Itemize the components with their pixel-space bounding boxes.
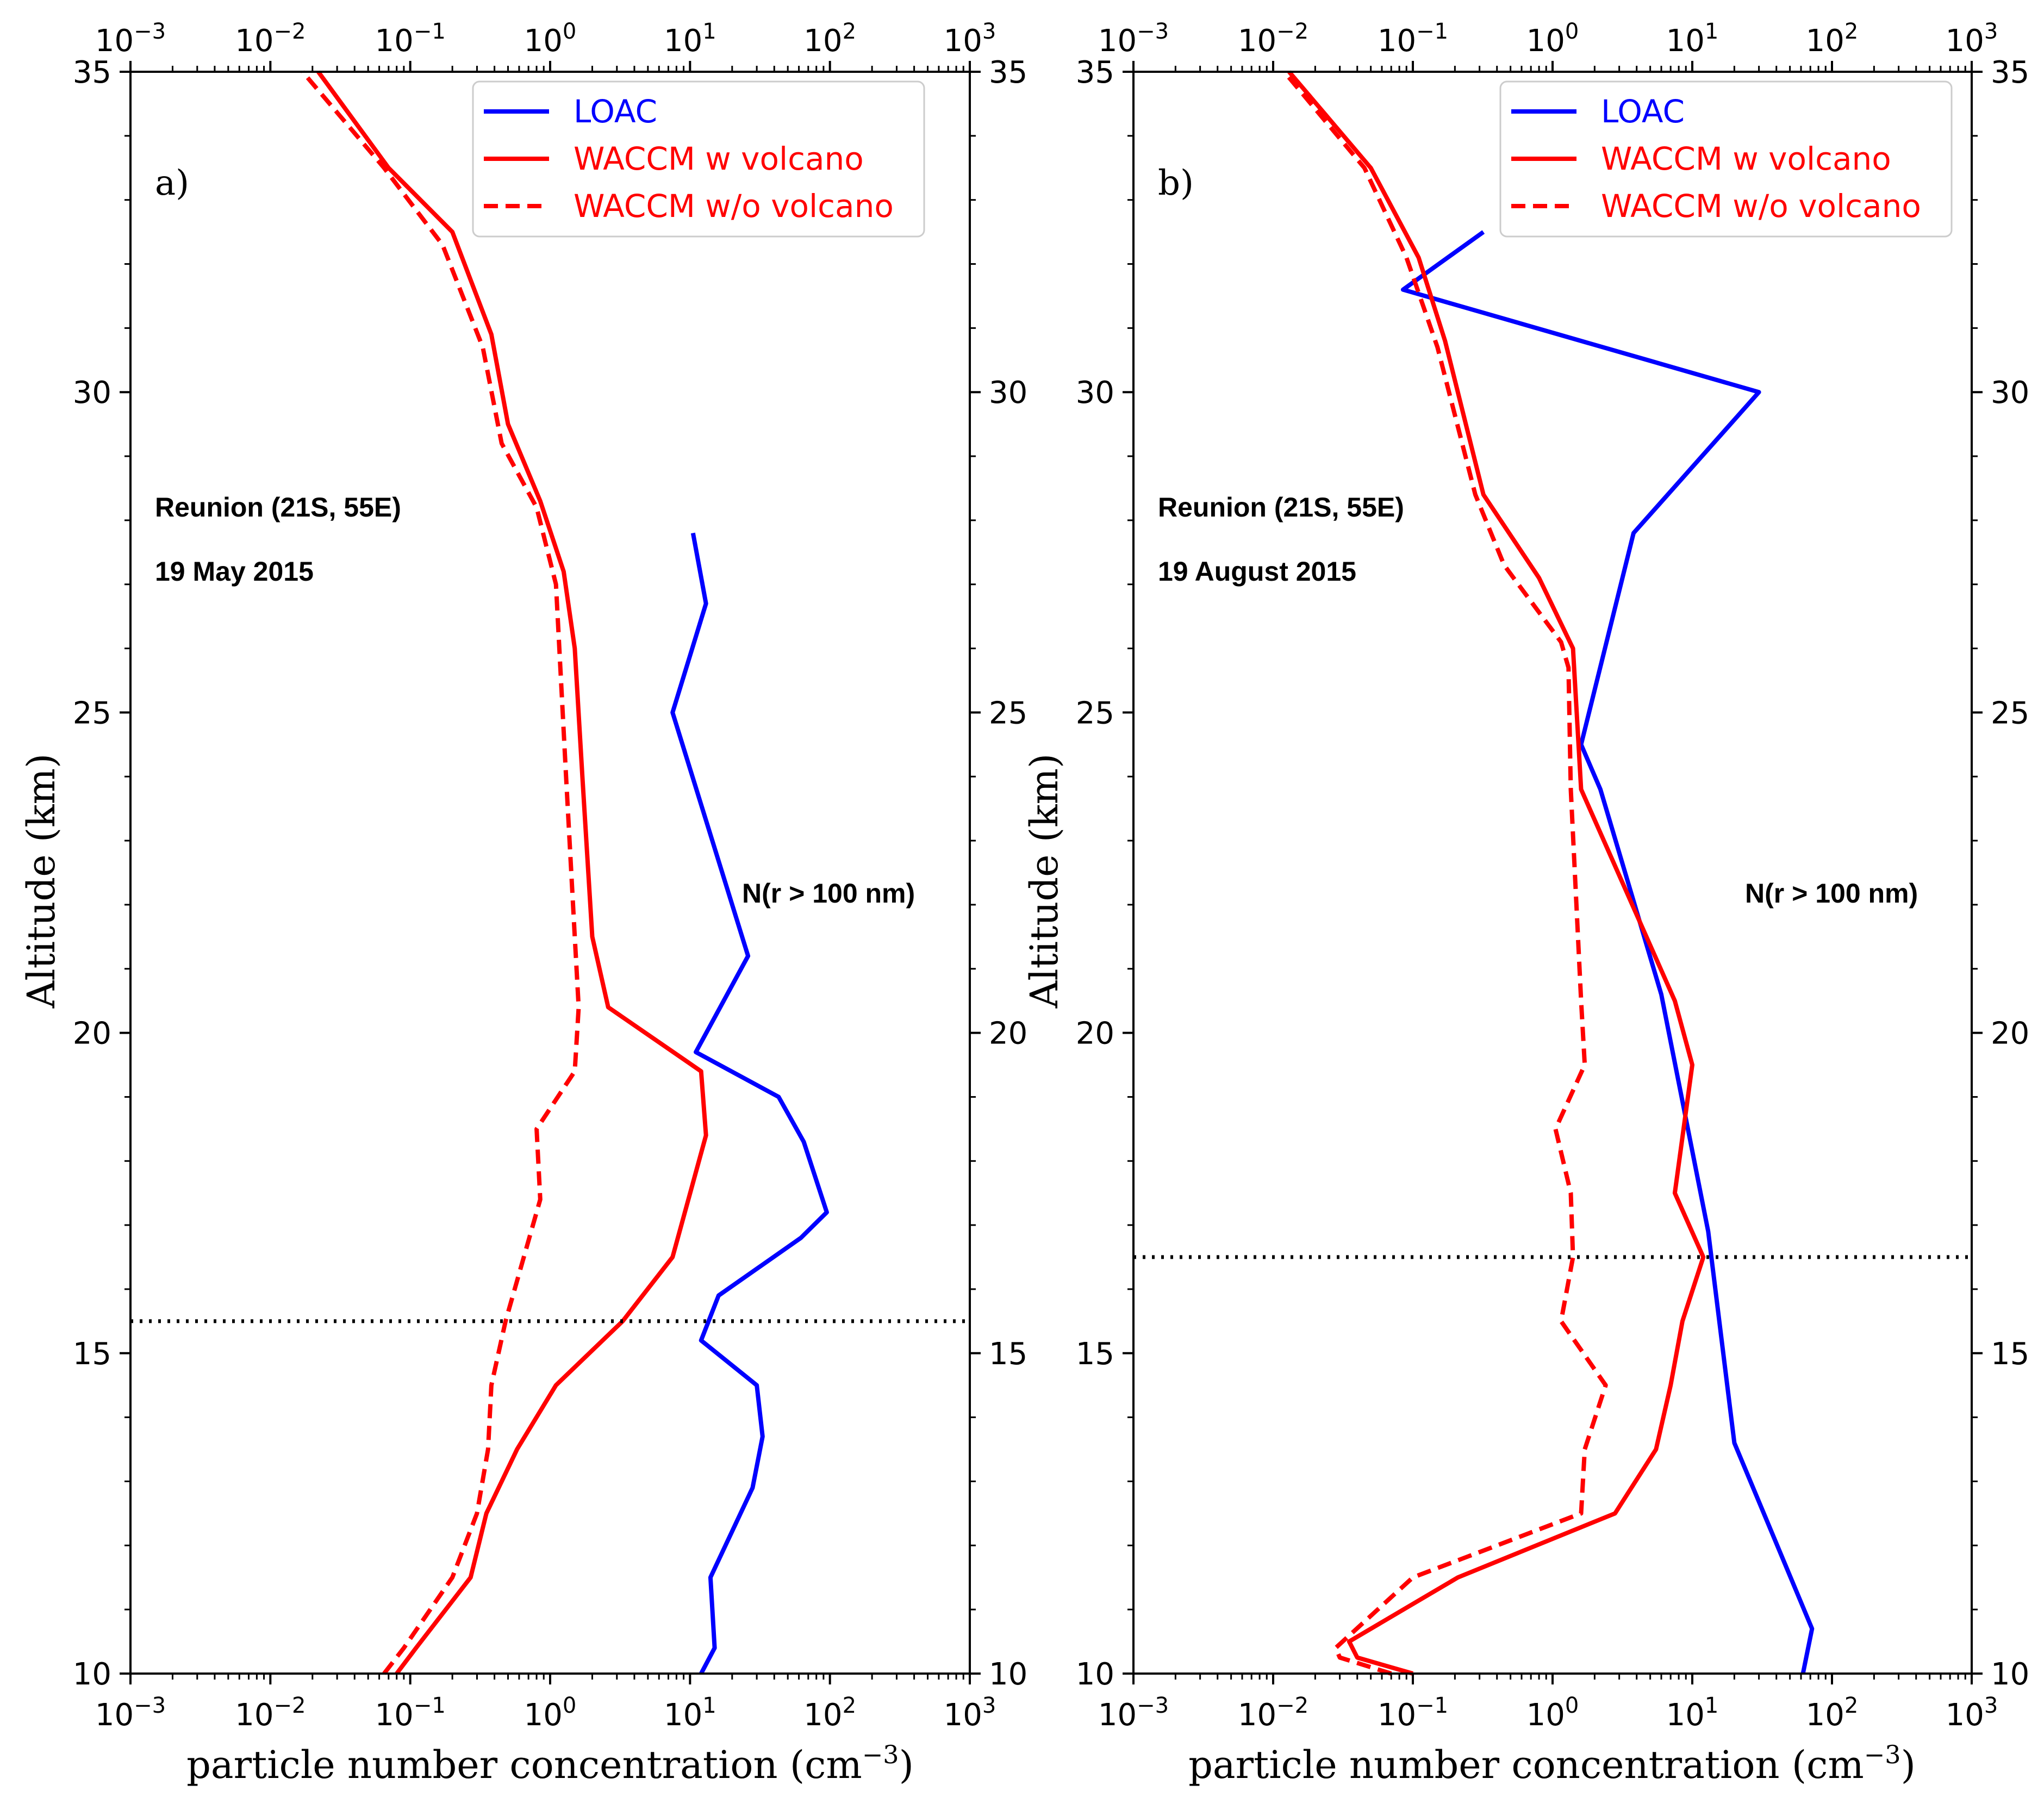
panel-b-ytick-label-left: 20 — [1076, 1016, 1114, 1052]
panel-b-xlabel-close: ) — [1901, 1743, 1916, 1787]
panel-a-legend-waccm-volcano-label: WACCM w volcano — [574, 140, 864, 177]
panel-a-xtick-label-top: 10−2 — [235, 19, 306, 59]
panel-b-legend — [1499, 80, 1953, 238]
panel-b-ytick-label-right: 25 — [1991, 695, 2029, 731]
panel-a-ytick-label-right: 30 — [989, 375, 1027, 411]
panel-a-ytick-label-left: 35 — [73, 55, 111, 90]
panel-a-ytick-label-right: 25 — [989, 695, 1027, 731]
panel-a-xtick-label-top: 100 — [524, 19, 577, 59]
panel-a-series-waccm-w-volcano — [316, 70, 708, 1675]
panel-b-xtick-label-top: 103 — [1946, 19, 1998, 59]
panel-a-xtick-label-bottom: 10−2 — [235, 1693, 306, 1733]
panel-b-xtick-label-bottom: 10−2 — [1238, 1693, 1308, 1733]
panel-b-ytick-label-right: 10 — [1991, 1657, 2029, 1692]
panel-b-series-waccm-w-volcano — [1287, 70, 1706, 1676]
panel-a-xtick-label-top: 103 — [944, 19, 996, 59]
panel-a-xtick-label-bottom: 100 — [524, 1693, 577, 1733]
panel-b-ytick-label-right: 35 — [1991, 55, 2029, 90]
panel-a: Altitude (km) 10−310−310−210−210−110−110… — [19, 19, 1027, 1787]
panel-a-ytick-label-left: 20 — [73, 1016, 111, 1052]
panel-a-panel-label: a) — [155, 163, 189, 203]
panel-b-xtick-label-bottom: 10−3 — [1098, 1693, 1169, 1733]
panel-b-series-layer — [1133, 70, 1972, 1676]
panel-a-xlabel-text: particle number concentration (cm — [186, 1743, 862, 1787]
panel-b-xtick-label-bottom: 102 — [1806, 1693, 1859, 1733]
panel-a-xlabel-exp: −3 — [862, 1740, 899, 1769]
panel-b-xtick-label-bottom: 101 — [1666, 1693, 1719, 1733]
panel-a-annotation: N(r > 100 nm) — [742, 878, 915, 909]
panel-a-xtick-label-top: 101 — [664, 19, 716, 59]
panel-a-xtick-label-bottom: 102 — [803, 1693, 856, 1733]
panel-b-legend-loac-label: LOAC — [1601, 93, 1685, 130]
panel-a-xtick-label-top: 10−3 — [95, 19, 166, 59]
panel-a-xtick-label-bottom: 10−1 — [375, 1693, 446, 1733]
panel-a-plot-frame — [129, 71, 971, 1675]
panel-b-xtick-label-top: 10−1 — [1378, 19, 1448, 59]
panel-b-xtick-label-bottom: 100 — [1526, 1693, 1579, 1733]
panel-a-xlabel-close: ) — [899, 1743, 914, 1787]
panel-b-xtick-label-bottom: 10−1 — [1378, 1693, 1448, 1733]
panel-b-xtick-label-top: 101 — [1666, 19, 1719, 59]
panel-b-ytick-label-right: 30 — [1991, 375, 2029, 411]
panel-b-ytick-label-left: 35 — [1076, 55, 1114, 90]
panel-b-ytick-label-right: 15 — [1991, 1336, 2029, 1372]
panel-a-series-layer — [130, 70, 970, 1675]
panel-b-axis-layer: 10−3 10−3 10−2 10−2 10−1 10−1 100 100 101 101 102 1… — [1076, 19, 2030, 1733]
panel-b: Altitude (km) 10−310−310−210−210−110−110… — [1022, 19, 2029, 1787]
panel-a-xtick-label-top: 102 — [803, 19, 856, 59]
panel-b-ytick-label-left: 25 — [1076, 695, 1114, 731]
panel-a-ytick-label-right: 20 — [989, 1016, 1027, 1052]
panel-b-xtick-label-top: 10−2 — [1238, 19, 1308, 59]
panel-a-xlabel: particle number concentration (cm−3) — [186, 1740, 914, 1787]
panel-b-legend-waccm-volcano-label: WACCM w volcano — [1601, 140, 1891, 177]
panel-a-series-waccm-w-o-volcano — [301, 70, 581, 1675]
panel-b-series-loac — [1400, 230, 1815, 1674]
panel-b-series-waccm-w-o-volcano — [1282, 70, 1608, 1676]
panel-b-xlabel-exp: −3 — [1864, 1740, 1901, 1769]
panel-a-ytick-label-left: 15 — [73, 1336, 111, 1372]
panel-a-ytick-label-right: 35 — [989, 55, 1027, 90]
panel-b-xlabel-text: particle number concentration (cm — [1188, 1743, 1864, 1787]
panel-b-ytick-label-right: 20 — [1991, 1016, 2029, 1052]
panel-a-xtick-label-bottom: 103 — [944, 1693, 996, 1733]
panel-b-ytick-label-left: 30 — [1076, 375, 1114, 411]
panel-a-legend-waccm-novolcano-label: WACCM w/o volcano — [574, 188, 894, 225]
panel-b-location: Reunion (21S, 55E) — [1158, 492, 1404, 523]
panel-b-xtick-label-bottom: 103 — [1946, 1693, 1998, 1733]
panel-a-legend — [472, 80, 925, 238]
panel-a-xtick-label-bottom: 101 — [664, 1693, 716, 1733]
panel-a-ylabel: Altitude (km) — [19, 754, 64, 1009]
panel-b-date: 19 August 2015 — [1158, 556, 1356, 587]
panel-b-legend-waccm-novolcano-label: WACCM w/o volcano — [1601, 188, 1921, 225]
panel-b-xtick-label-top: 102 — [1806, 19, 1859, 59]
panel-a-ytick-label-left: 10 — [73, 1657, 111, 1692]
panel-a-date: 19 May 2015 — [155, 556, 314, 587]
panel-a-ytick-label-right: 10 — [989, 1657, 1027, 1692]
panel-b-ylabel: Altitude (km) — [1022, 754, 1067, 1009]
panel-a-ytick-label-right: 15 — [989, 1336, 1027, 1372]
panel-b-xtick-label-top: 100 — [1526, 19, 1579, 59]
panel-a-legend-loac-label: LOAC — [574, 93, 657, 130]
panel-b-ytick-label-left: 10 — [1076, 1657, 1114, 1692]
panel-a-ytick-label-left: 30 — [73, 375, 111, 411]
panel-b-xtick-label-top: 10−3 — [1098, 19, 1169, 59]
panel-b-panel-label: b) — [1158, 163, 1194, 203]
panel-a-ytick-label-left: 25 — [73, 695, 111, 731]
panel-a-axis-layer: 10−3 10−3 10−2 10−2 10−1 10−1 100 100 101 101 102 1… — [73, 19, 1028, 1733]
panel-a-xtick-label-bottom: 10−3 — [95, 1693, 166, 1733]
panel-b-plot-frame — [1132, 71, 1973, 1675]
panel-a-xtick-label-top: 10−1 — [375, 19, 446, 59]
panel-b-xlabel: particle number concentration (cm−3) — [1188, 1740, 1916, 1787]
panel-a-location: Reunion (21S, 55E) — [155, 492, 401, 523]
panel-a-series-loac — [670, 532, 829, 1675]
panel-b-ytick-label-left: 15 — [1076, 1336, 1114, 1372]
panel-b-annotation: N(r > 100 nm) — [1745, 878, 1918, 909]
